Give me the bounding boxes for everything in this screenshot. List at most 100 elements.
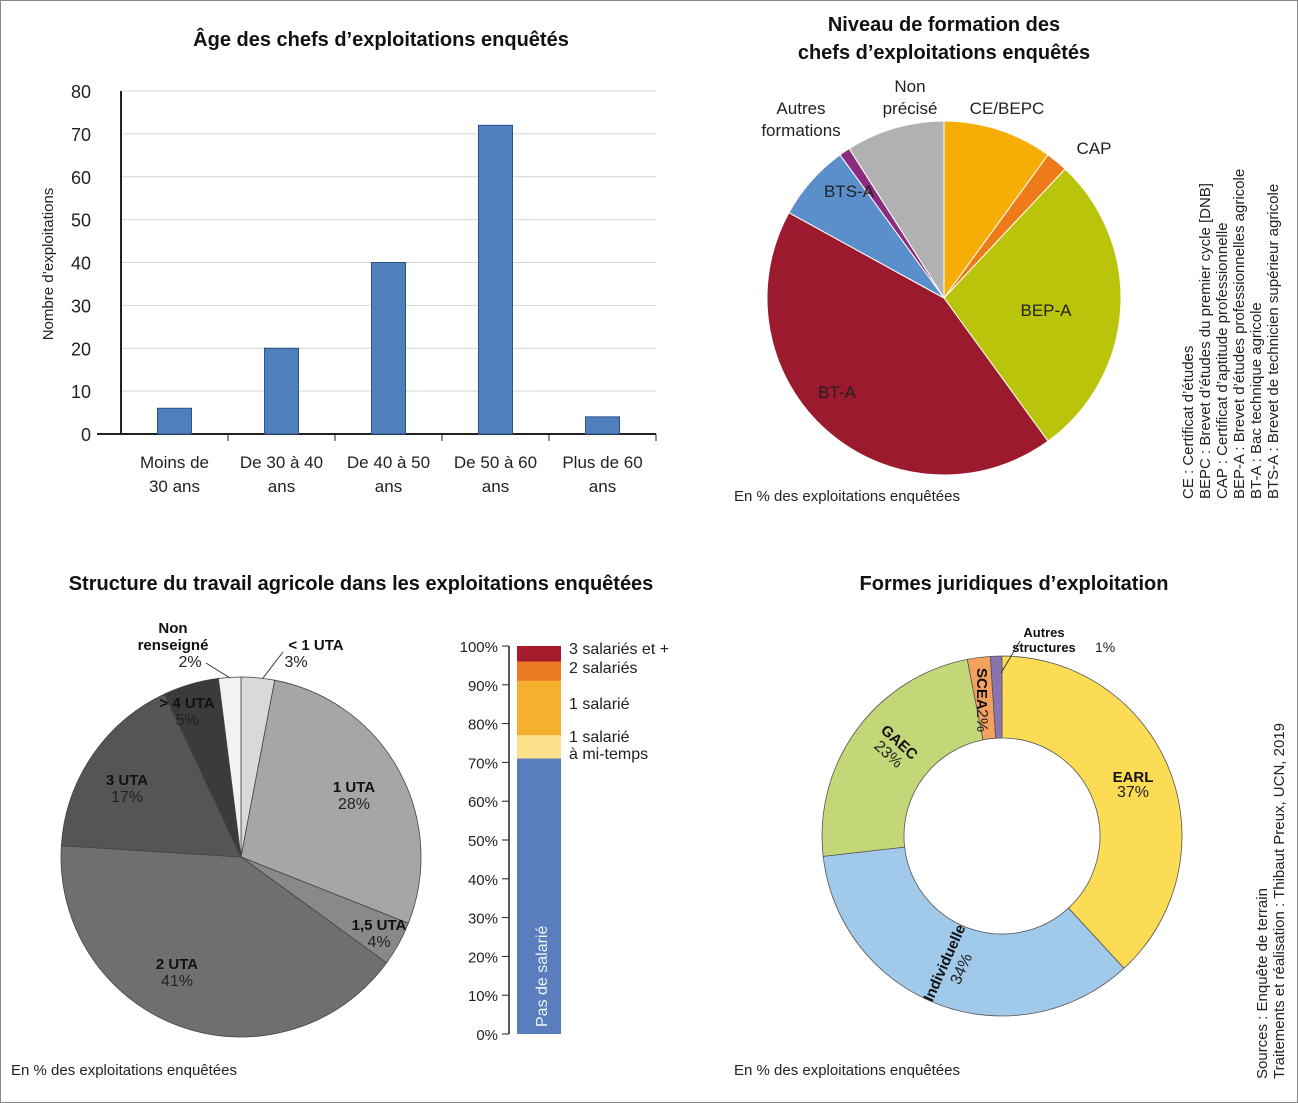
training-slice-label: BT-A <box>818 383 856 402</box>
stack-segment-label: 2 salariés <box>569 660 637 677</box>
age-y-tick-label: 20 <box>71 339 91 359</box>
legal-slice-pct: 2% <box>973 709 990 732</box>
training-slice-label: CAP <box>1077 139 1112 158</box>
training-pie-slice <box>943 168 1122 442</box>
work-slice-pct: 2% <box>178 654 201 671</box>
legal-donut-slice <box>822 846 1125 1017</box>
age-category-label: ans <box>482 477 509 496</box>
work-leader-line <box>205 662 231 679</box>
sources-text: Sources : Enquête de terrain <box>1254 888 1271 1079</box>
stack-segment <box>517 661 561 681</box>
training-note: En % des exploitations enquêtées <box>734 488 960 505</box>
legal-slice-label: structures <box>1012 640 1076 655</box>
age-category-label: ans <box>375 477 402 496</box>
stack-segment-label: 3 salariés et + <box>569 641 669 658</box>
training-abbreviation-legend: BEPC : Brevet d’études du premier cycle … <box>1197 183 1214 499</box>
work-slice-pct: 4% <box>367 934 390 951</box>
legal-donut-slice <box>821 658 984 857</box>
age-bar <box>264 347 299 435</box>
age-y-tick-label: 0 <box>81 425 91 445</box>
training-abbreviation-legend: CAP : Certificat d’aptitude professionne… <box>1214 222 1231 499</box>
work-slice-label: Non <box>158 620 187 637</box>
age-y-tick-label: 10 <box>71 382 91 402</box>
stack-y-tick-label: 60% <box>468 794 498 811</box>
stack-y-tick-label: 90% <box>468 678 498 695</box>
age-category-label: De 40 à 50 <box>347 453 430 472</box>
stack-segment <box>517 735 561 759</box>
training-pie-slice <box>848 120 945 300</box>
work-slice-label: renseigné <box>138 637 209 654</box>
legal-slice-pct: 37% <box>1117 784 1149 801</box>
training-slice-label: Non <box>894 77 925 96</box>
legal-slice-label: Autres <box>1023 625 1064 640</box>
legal-slice-pct: 1% <box>1095 639 1115 655</box>
stack-y-tick-label: 20% <box>468 949 498 966</box>
sources-text: Traitements et réalisation : Thibaut Pre… <box>1271 723 1288 1079</box>
age-category-label: ans <box>268 477 295 496</box>
training-abbreviation-legend: BT-A : Bac technique agricole <box>1248 302 1265 499</box>
training-abbreviation-legend: CE : Certificat d’études <box>1180 346 1197 499</box>
work-pie-slice <box>60 693 242 858</box>
legal-chart-title: Formes juridiques d’exploitation <box>860 573 1169 595</box>
training-chart-title: chefs d’exploitations enquêtés <box>798 42 1090 64</box>
work-slice-label: 1,5 UTA <box>352 917 407 934</box>
stack-segment-label: Pas de salarié <box>534 926 551 1027</box>
legal-slice-label: SCEA <box>973 668 990 710</box>
age-bar <box>585 416 620 435</box>
training-abbreviation-legend: BTS-A : Brevet de technicien supérieur a… <box>1265 184 1282 499</box>
legal-note: En % des exploitations enquêtées <box>734 1062 960 1079</box>
age-category-label: ans <box>589 477 616 496</box>
age-category-label: 30 ans <box>149 477 200 496</box>
age-category-label: De 30 à 40 <box>240 453 323 472</box>
stack-y-tick-label: 30% <box>468 911 498 928</box>
stack-segment <box>517 646 561 662</box>
work-pie-slice <box>60 845 388 1038</box>
age-category-label: De 50 à 60 <box>454 453 537 472</box>
stack-y-tick-label: 50% <box>468 833 498 850</box>
work-slice-label: 1 UTA <box>333 779 375 796</box>
age-y-axis-label: Nombre d’exploitations <box>40 188 57 341</box>
stack-y-tick-label: 70% <box>468 755 498 772</box>
age-bar <box>157 407 192 435</box>
work-slice-label: 3 UTA <box>106 772 148 789</box>
stack-y-tick-label: 80% <box>468 717 498 734</box>
work-slice-pct: 28% <box>338 796 370 813</box>
work-slice-label: > 4 UTA <box>159 695 214 712</box>
age-bar <box>478 124 513 435</box>
age-category-label: Moins de <box>140 453 209 472</box>
training-slice-label: CE/BEPC <box>970 99 1045 118</box>
legal-donut-slice <box>989 655 1003 739</box>
age-y-tick-label: 40 <box>71 254 91 274</box>
work-leader-line <box>262 651 284 679</box>
stack-y-tick-label: 100% <box>460 639 498 656</box>
training-slice-label: précisé <box>883 99 938 118</box>
stack-y-tick-label: 10% <box>468 988 498 1005</box>
age-chart-title: Âge des chefs d’exploitations enquêtés <box>193 27 569 51</box>
stack-y-tick-label: 0% <box>476 1027 498 1044</box>
work-note: En % des exploitations enquêtées <box>11 1062 237 1079</box>
stack-segment-label: à mi-temps <box>569 746 648 763</box>
work-chart-title: Structure du travail agricole dans les e… <box>69 573 654 595</box>
stack-segment-label: 1 salarié <box>569 696 630 713</box>
training-slice-label: BTS-A <box>824 182 875 201</box>
work-slice-pct: 17% <box>111 789 143 806</box>
stack-segment <box>517 758 561 1034</box>
work-slice-label: 2 UTA <box>156 956 198 973</box>
training-abbreviation-legend: BEP-A : Brevet d’études professionnelles… <box>1231 169 1248 499</box>
legal-leader-line <box>1000 640 1021 674</box>
age-y-tick-label: 80 <box>71 82 91 102</box>
work-pie-slice <box>240 679 422 924</box>
training-slice-label: BEP-A <box>1020 301 1072 320</box>
age-category-label: Plus de 60 <box>562 453 642 472</box>
legal-slice-label: EARL <box>1113 769 1154 786</box>
age-y-tick-label: 50 <box>71 211 91 231</box>
stack-segment-label: 1 salarié <box>569 729 630 746</box>
age-y-tick-label: 30 <box>71 296 91 316</box>
training-pie-slice <box>766 212 1049 476</box>
work-slice-pct: 41% <box>161 973 193 990</box>
training-pie-slice <box>943 120 1049 300</box>
age-bar <box>371 262 406 435</box>
training-slice-label: Autres <box>776 99 825 118</box>
